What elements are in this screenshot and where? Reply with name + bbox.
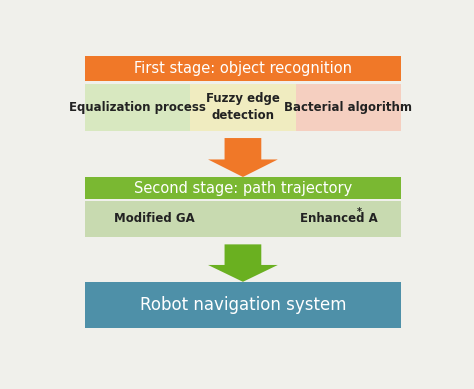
Bar <box>85 201 401 237</box>
Text: Bacterial algorithm: Bacterial algorithm <box>284 101 412 114</box>
Bar <box>296 84 401 131</box>
Text: Fuzzy edge
detection: Fuzzy edge detection <box>206 92 280 122</box>
Bar <box>85 282 401 328</box>
Text: Enhanced A: Enhanced A <box>300 212 377 225</box>
Bar <box>85 84 190 131</box>
Bar <box>190 84 296 131</box>
Text: Equalization process: Equalization process <box>69 101 206 114</box>
Bar <box>85 56 401 81</box>
Text: *: * <box>357 207 362 217</box>
Text: Second stage: path trajectory: Second stage: path trajectory <box>134 181 352 196</box>
Text: Modified GA: Modified GA <box>114 212 195 225</box>
Text: Robot navigation system: Robot navigation system <box>140 296 346 314</box>
Polygon shape <box>208 244 278 282</box>
Text: First stage: object recognition: First stage: object recognition <box>134 61 352 76</box>
Polygon shape <box>208 138 278 177</box>
Bar <box>85 177 401 200</box>
